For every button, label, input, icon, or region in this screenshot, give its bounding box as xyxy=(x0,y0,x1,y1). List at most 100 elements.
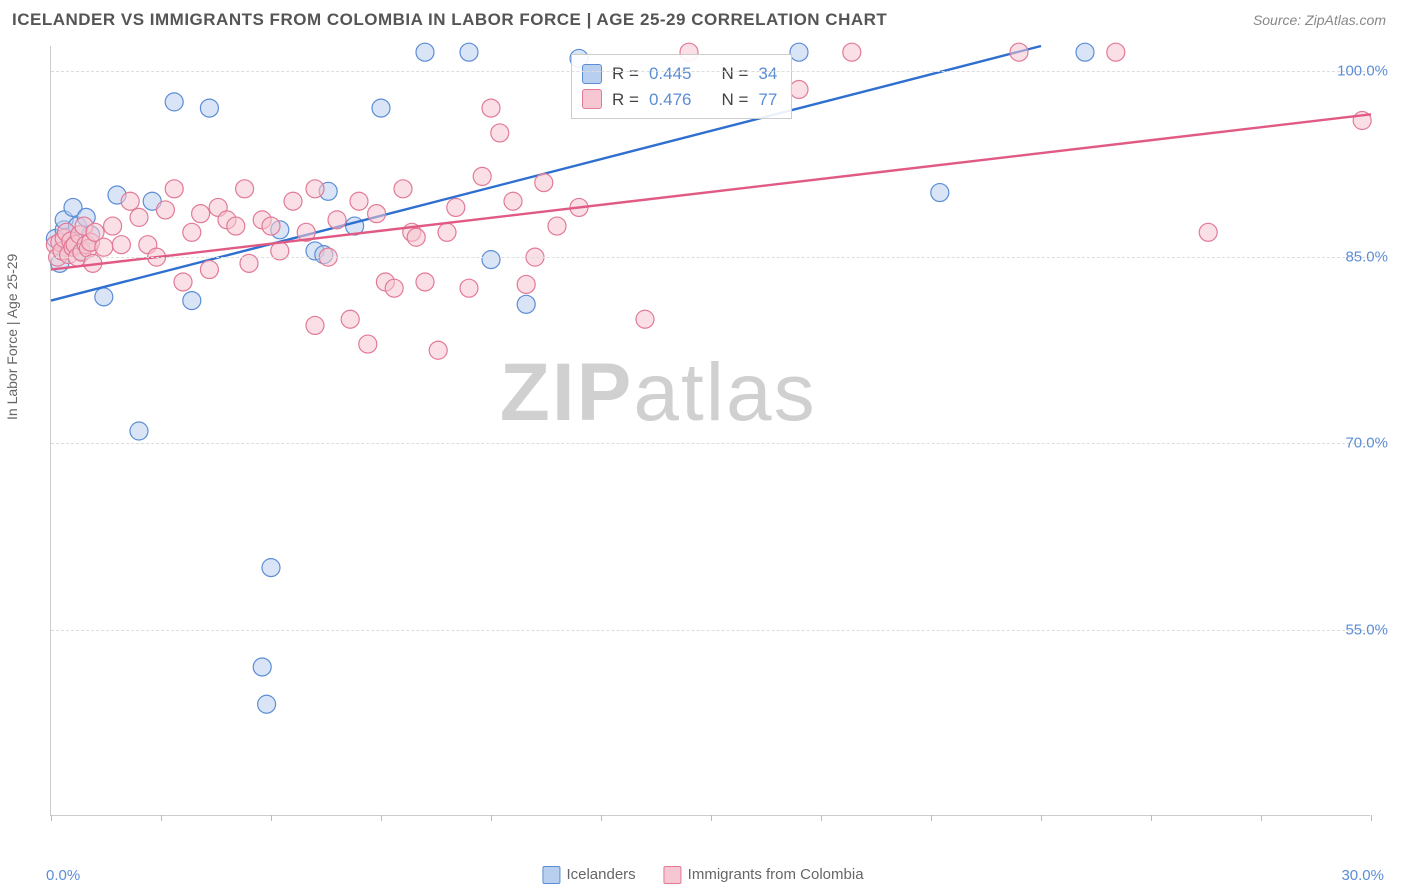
scatter-point xyxy=(416,273,434,291)
scatter-point xyxy=(95,288,113,306)
r-label: R = xyxy=(612,61,639,87)
scatter-point xyxy=(262,217,280,235)
scatter-point xyxy=(1199,223,1217,241)
chart-source: Source: ZipAtlas.com xyxy=(1253,12,1386,28)
y-tick-label: 85.0% xyxy=(1345,249,1388,266)
scatter-point xyxy=(328,211,346,229)
y-tick-label: 100.0% xyxy=(1337,62,1388,79)
x-tick xyxy=(1261,815,1262,821)
legend-label: Immigrants from Colombia xyxy=(688,866,864,883)
scatter-point xyxy=(284,192,302,210)
legend-swatch xyxy=(542,866,560,884)
chart-title: ICELANDER VS IMMIGRANTS FROM COLOMBIA IN… xyxy=(12,10,887,30)
scatter-point xyxy=(227,217,245,235)
scatter-svg xyxy=(51,46,1370,815)
scatter-point xyxy=(165,93,183,111)
chart-header: ICELANDER VS IMMIGRANTS FROM COLOMBIA IN… xyxy=(0,0,1406,36)
scatter-point xyxy=(200,261,218,279)
gridline xyxy=(51,630,1370,631)
scatter-point xyxy=(341,310,359,328)
n-label: N = xyxy=(721,87,748,113)
x-tick xyxy=(381,815,382,821)
x-tick xyxy=(161,815,162,821)
scatter-point xyxy=(112,236,130,254)
scatter-point xyxy=(236,180,254,198)
scatter-point xyxy=(165,180,183,198)
scatter-point xyxy=(394,180,412,198)
scatter-point xyxy=(535,174,553,192)
r-value: 0.476 xyxy=(649,87,692,113)
scatter-point xyxy=(636,310,654,328)
scatter-point xyxy=(174,273,192,291)
scatter-point xyxy=(183,292,201,310)
scatter-point xyxy=(790,43,808,61)
scatter-point xyxy=(843,43,861,61)
scatter-point xyxy=(473,167,491,185)
n-label: N = xyxy=(721,61,748,87)
n-value: 77 xyxy=(758,87,777,113)
scatter-point xyxy=(121,192,139,210)
scatter-point xyxy=(95,238,113,256)
scatter-point xyxy=(156,201,174,219)
scatter-point xyxy=(372,99,390,117)
scatter-point xyxy=(460,43,478,61)
gridline xyxy=(51,71,1370,72)
scatter-point xyxy=(491,124,509,142)
y-tick-label: 70.0% xyxy=(1345,435,1388,452)
scatter-point xyxy=(359,335,377,353)
n-value: 34 xyxy=(758,61,777,87)
scatter-point xyxy=(1010,43,1028,61)
gridline xyxy=(51,257,1370,258)
r-label: R = xyxy=(612,87,639,113)
scatter-point xyxy=(1107,43,1125,61)
r-value: 0.445 xyxy=(649,61,692,87)
scatter-point xyxy=(548,217,566,235)
x-tick xyxy=(271,815,272,821)
legend-label: Icelanders xyxy=(566,866,635,883)
y-tick-label: 55.0% xyxy=(1345,621,1388,638)
x-tick xyxy=(491,815,492,821)
scatter-point xyxy=(130,422,148,440)
scatter-point xyxy=(482,99,500,117)
x-tick xyxy=(601,815,602,821)
x-tick xyxy=(1151,815,1152,821)
x-tick xyxy=(821,815,822,821)
scatter-point xyxy=(407,228,425,246)
scatter-point xyxy=(447,198,465,216)
x-tick xyxy=(711,815,712,821)
x-axis-min-label: 0.0% xyxy=(46,867,80,884)
scatter-point xyxy=(460,279,478,297)
scatter-point xyxy=(517,295,535,313)
scatter-point xyxy=(931,184,949,202)
x-axis-max-label: 30.0% xyxy=(1341,867,1384,884)
y-axis-label: In Labor Force | Age 25-29 xyxy=(4,254,20,420)
scatter-point xyxy=(416,43,434,61)
gridline xyxy=(51,443,1370,444)
legend-bottom: Icelanders Immigrants from Colombia xyxy=(542,866,863,884)
scatter-point xyxy=(1076,43,1094,61)
scatter-point xyxy=(385,279,403,297)
stats-row: R = 0.445 N = 34 xyxy=(582,61,777,87)
scatter-point xyxy=(350,192,368,210)
x-tick xyxy=(931,815,932,821)
scatter-point xyxy=(482,251,500,269)
scatter-point xyxy=(104,217,122,235)
scatter-point xyxy=(200,99,218,117)
legend-swatch xyxy=(664,866,682,884)
scatter-point xyxy=(306,316,324,334)
scatter-point xyxy=(517,275,535,293)
stats-legend-box: R = 0.445 N = 34 R = 0.476 N = 77 xyxy=(571,54,792,119)
scatter-point xyxy=(438,223,456,241)
legend-swatch xyxy=(582,89,602,109)
stats-row: R = 0.476 N = 77 xyxy=(582,87,777,113)
scatter-point xyxy=(504,192,522,210)
scatter-point xyxy=(130,208,148,226)
scatter-point xyxy=(258,695,276,713)
x-tick xyxy=(1371,815,1372,821)
legend-item: Immigrants from Colombia xyxy=(664,866,864,884)
scatter-point xyxy=(253,658,271,676)
scatter-point xyxy=(192,205,210,223)
legend-swatch xyxy=(582,64,602,84)
scatter-point xyxy=(262,559,280,577)
legend-item: Icelanders xyxy=(542,866,635,884)
